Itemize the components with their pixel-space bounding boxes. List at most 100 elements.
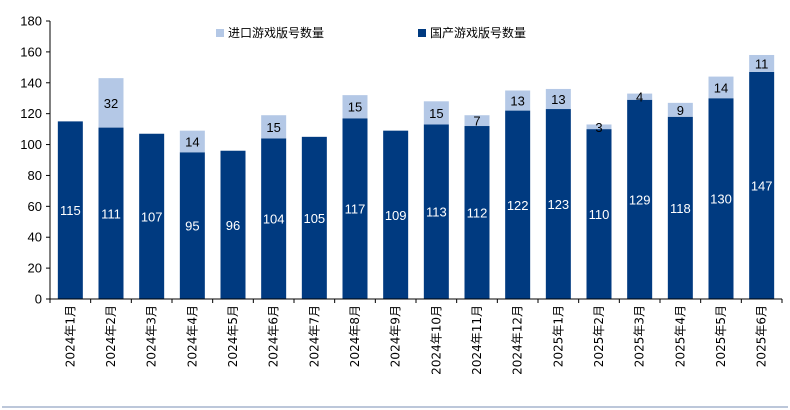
legend-swatch-domestic — [418, 29, 426, 37]
bar-domestic — [301, 136, 327, 299]
bar-import — [464, 115, 490, 127]
data-label-import: 9 — [677, 103, 684, 118]
bar-domestic — [464, 126, 490, 300]
y-tick-label: 180 — [20, 14, 42, 29]
data-label-domestic: 95 — [185, 219, 199, 234]
x-tick-label: 2024年6月 — [267, 305, 281, 367]
bar-import — [261, 115, 287, 139]
bar-import — [98, 78, 124, 128]
data-label-domestic: 104 — [263, 212, 285, 227]
data-label-domestic: 122 — [507, 198, 529, 213]
data-label-domestic: 112 — [467, 206, 488, 221]
bar-domestic — [98, 127, 124, 299]
x-tick-label: 2024年11月 — [470, 305, 484, 375]
legend-label-domestic: 国产游戏版号数量 — [430, 25, 526, 40]
y-tick-label: 40 — [28, 230, 42, 245]
data-label-import: 3 — [595, 120, 602, 135]
x-tick-label: 2024年8月 — [348, 305, 362, 367]
y-tick-label: 160 — [20, 44, 42, 59]
x-tick-label: 2025年4月 — [673, 305, 687, 367]
data-label-domestic: 96 — [226, 218, 240, 233]
x-tick-label: 2024年2月 — [104, 305, 118, 367]
data-label-domestic: 147 — [751, 178, 773, 193]
x-tick-label: 2025年6月 — [755, 305, 769, 367]
bar-import — [627, 93, 653, 100]
x-tick-label: 2024年12月 — [511, 305, 525, 375]
y-tick-label: 0 — [35, 292, 42, 307]
bar-import — [749, 54, 775, 72]
bar-domestic — [708, 98, 734, 299]
bar-domestic — [57, 121, 83, 299]
legend-label-import: 进口游戏版号数量 — [228, 25, 324, 40]
x-tick-label: 2025年2月 — [592, 305, 606, 367]
bar-domestic — [139, 133, 165, 299]
bars — [57, 54, 775, 300]
data-label-domestic: 118 — [670, 201, 691, 216]
bar-domestic — [423, 124, 449, 299]
x-tick-label: 2025年5月 — [714, 305, 728, 367]
legend: 进口游戏版号数量 国产游戏版号数量 — [216, 25, 526, 40]
data-label-domestic: 115 — [60, 203, 81, 218]
legend-swatch-import — [216, 29, 224, 37]
x-tick-label: 2024年5月 — [226, 305, 240, 367]
bar-import — [505, 90, 531, 111]
data-label-import: 15 — [429, 106, 443, 121]
x-tick-label: 2024年7月 — [307, 305, 321, 367]
bar-domestic — [261, 138, 287, 299]
data-label-domestic: 130 — [710, 192, 732, 207]
data-label-domestic: 105 — [303, 211, 325, 226]
data-label-domestic: 110 — [589, 207, 610, 222]
y-tick-label: 120 — [20, 106, 42, 121]
data-label-import: 14 — [185, 134, 199, 149]
bar-domestic — [179, 152, 205, 299]
data-label-import: 13 — [510, 94, 524, 109]
y-axis: 0 20 40 60 80 100 120 140 160 180 — [20, 14, 51, 307]
bar-import — [667, 102, 693, 117]
x-tick-label: 2024年3月 — [145, 305, 159, 367]
data-label-import: 14 — [714, 80, 728, 95]
data-label-import: 4 — [636, 90, 643, 105]
bar-domestic — [505, 110, 531, 299]
bar-import — [423, 101, 449, 125]
data-label-domestic: 129 — [629, 192, 651, 207]
bar-domestic — [627, 99, 653, 300]
data-label-domestic: 107 — [141, 209, 163, 224]
bar-domestic — [545, 109, 571, 300]
x-tick-label: 2024年10月 — [429, 305, 443, 375]
bar-domestic — [220, 150, 246, 299]
data-label-import: 15 — [348, 100, 362, 115]
y-tick-label: 20 — [28, 261, 42, 276]
bar-domestic — [383, 130, 409, 299]
y-tick-label: 60 — [28, 199, 42, 214]
bar-import — [586, 124, 612, 130]
bar-domestic — [342, 118, 368, 299]
data-label-import: 11 — [755, 56, 769, 71]
y-tick-label: 140 — [20, 75, 42, 90]
y-tick-label: 100 — [20, 137, 42, 152]
data-label-import: 15 — [266, 120, 280, 135]
data-label-domestic: 109 — [385, 208, 407, 223]
data-label-domestic: 117 — [345, 202, 366, 217]
x-tick-label: 2025年1月 — [551, 305, 565, 367]
data-label-import: 32 — [104, 96, 118, 111]
bar-domestic — [586, 129, 612, 299]
x-tick-label: 2024年4月 — [185, 305, 199, 367]
data-label-domestic: 113 — [426, 205, 447, 220]
y-tick-label: 80 — [28, 168, 42, 183]
bar-domestic — [667, 116, 693, 299]
bar-import — [179, 130, 205, 153]
bar-domestic — [749, 71, 775, 299]
data-label-domestic: 111 — [101, 206, 121, 221]
x-tick-label: 2024年9月 — [389, 305, 403, 367]
bar-import — [545, 88, 571, 110]
data-label-import: 13 — [551, 92, 565, 107]
data-label-import: 7 — [473, 114, 480, 129]
bar-import — [342, 95, 368, 119]
x-tick-label: 2024年1月 — [63, 305, 77, 367]
x-tick-label: 2025年3月 — [633, 305, 647, 367]
x-axis: 2024年1月 2024年2月 2024年3月 2024年4月 2024年5月 2024年… — [49, 298, 783, 375]
data-label-domestic: 123 — [547, 197, 569, 212]
bar-import — [708, 76, 734, 99]
